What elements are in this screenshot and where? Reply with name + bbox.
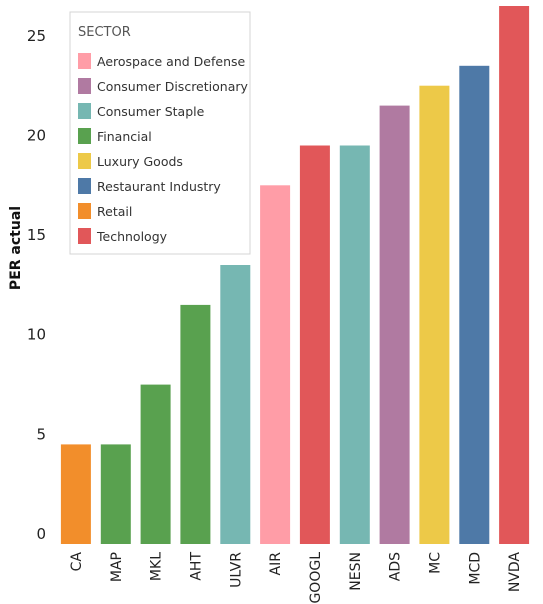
legend-label[interactable]: Restaurant Industry — [97, 179, 221, 194]
y-tick-label: 15 — [27, 226, 46, 244]
x-tick-label-aht: AHT — [188, 552, 204, 581]
y-tick-label: 20 — [27, 126, 46, 144]
legend-swatch[interactable] — [78, 153, 91, 169]
x-tick-label-mcd: MCD — [467, 552, 483, 585]
bar-ca[interactable] — [60, 444, 91, 544]
legend-title: SECTOR — [78, 25, 131, 40]
bar-mcd[interactable] — [459, 65, 490, 545]
bars — [60, 6, 530, 545]
legend-swatch[interactable] — [78, 178, 91, 194]
legend-label[interactable]: Financial — [97, 129, 152, 144]
x-tick-label-nesn: NESN — [348, 552, 364, 591]
bar-ulvr[interactable] — [220, 265, 251, 544]
x-tick-label-nvda: NVDA — [507, 552, 523, 593]
y-axis-title: PER actual — [8, 206, 24, 290]
y-tick-label: 5 — [36, 425, 46, 443]
bar-aht[interactable] — [180, 304, 211, 544]
bar-googl[interactable] — [299, 145, 330, 545]
legend-label[interactable]: Technology — [96, 229, 168, 244]
bar-ads[interactable] — [379, 105, 410, 544]
bar-mkl[interactable] — [140, 384, 171, 544]
legend-swatch[interactable] — [78, 53, 91, 69]
bar-air[interactable] — [260, 185, 291, 545]
x-tick-label-ca: CA — [69, 552, 85, 572]
legend-label[interactable]: Consumer Staple — [97, 104, 205, 119]
bar-mc[interactable] — [419, 85, 450, 544]
legend-label[interactable]: Luxury Goods — [97, 154, 183, 169]
y-tick-label: 25 — [27, 27, 46, 45]
legend-label[interactable]: Consumer Discretionary — [97, 79, 248, 94]
x-tick-label-mkl: MKL — [149, 552, 165, 581]
x-tick-label-googl: GOOGL — [308, 552, 324, 604]
bar-nesn[interactable] — [339, 145, 370, 545]
x-tick-label-ads: ADS — [388, 552, 404, 581]
x-tick-label-air: AIR — [268, 552, 284, 576]
x-axis-category-labels: CA MAP MKL AHT ULVR AIR GOOGL NESN ADS MC MCD NVDA — [69, 552, 523, 604]
x-tick-label-map: MAP — [109, 552, 125, 582]
y-tick-label: 10 — [27, 326, 46, 344]
x-tick-label-mc: MC — [427, 552, 443, 574]
legend-swatch[interactable] — [78, 203, 91, 219]
x-tick-label-ulvr: ULVR — [228, 552, 244, 588]
legend-items: Aerospace and Defense Consumer Discretion… — [78, 53, 248, 244]
legend-label[interactable]: Retail — [97, 204, 132, 219]
y-axis-ticks: 0 5 10 15 20 25 — [27, 27, 46, 543]
y-tick-label: 0 — [36, 525, 46, 543]
legend-swatch[interactable] — [78, 103, 91, 119]
bar-map[interactable] — [100, 444, 131, 544]
legend[interactable]: SECTOR Aerospace and Defense Consumer Dis… — [69, 11, 251, 255]
legend-label[interactable]: Aerospace and Defense — [97, 54, 246, 69]
legend-swatch[interactable] — [78, 128, 91, 144]
legend-swatch[interactable] — [78, 228, 91, 244]
bar-nvda[interactable] — [499, 6, 530, 544]
legend-box — [69, 11, 251, 255]
legend-swatch[interactable] — [78, 78, 91, 94]
